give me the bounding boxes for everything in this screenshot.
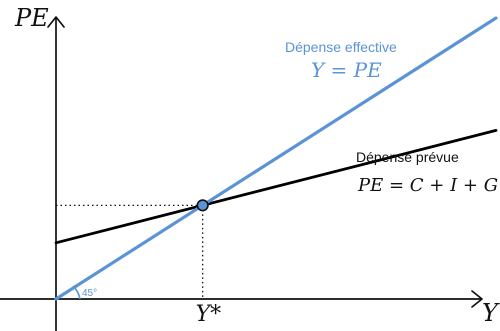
y-axis-label: PE: [14, 4, 49, 32]
x-axis-label: Y: [482, 299, 500, 327]
angle-arc: [72, 285, 81, 300]
angle-label: 45°: [82, 288, 97, 299]
planned-spending-equation: PE = C + I + G: [357, 175, 498, 196]
effective-spending-title: Dépense effective: [285, 39, 397, 55]
effective-spending-line: [54, 16, 498, 301]
effective-spending-equation: Y = PE: [311, 58, 382, 82]
guides-layer: [56, 204, 204, 299]
x-axis-arrow: [471, 290, 483, 308]
equilibrium-x-label: Y*: [196, 302, 222, 327]
points-layer: [196, 199, 209, 212]
equilibrium-point: [196, 199, 209, 212]
lines-layer: [54, 16, 498, 301]
planned-spending-title: Dépense prévue: [356, 149, 459, 165]
planned-spending-line: [54, 128, 498, 245]
y-axis-arrow: [47, 16, 65, 28]
axes-layer: [0, 16, 483, 331]
labels-layer: PE Y Y* 45° Dépense effective Y = PE Dépense p…: [14, 4, 500, 327]
